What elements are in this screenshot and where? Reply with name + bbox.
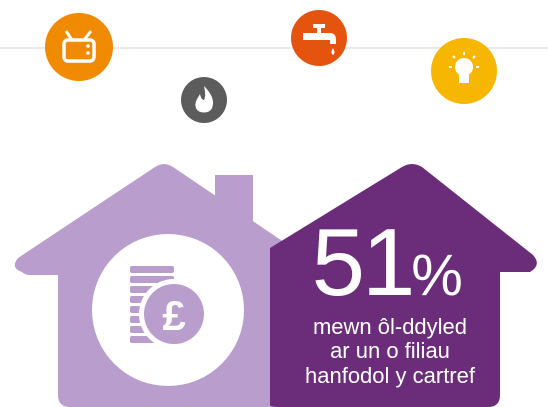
flame-icon: [181, 77, 227, 123]
bulb-icon: [431, 38, 497, 104]
left-house: £: [15, 164, 300, 407]
stat-number: 51: [312, 209, 413, 316]
caption-line: hanfodol y cartref: [305, 363, 476, 388]
infographic: £ 51 % mewn ôl-ddyled ar un o filiau han…: [0, 0, 548, 407]
caption-line: ar un o filiau: [330, 338, 450, 363]
tap-icon: [291, 10, 347, 66]
caption-line: mewn ôl-ddyled: [313, 314, 467, 339]
stat-unit: %: [411, 243, 463, 308]
tv-icon: [45, 13, 113, 81]
right-house: 51 % mewn ôl-ddyled ar un o filiau hanfo…: [270, 164, 537, 407]
pound-sign: £: [162, 292, 185, 339]
